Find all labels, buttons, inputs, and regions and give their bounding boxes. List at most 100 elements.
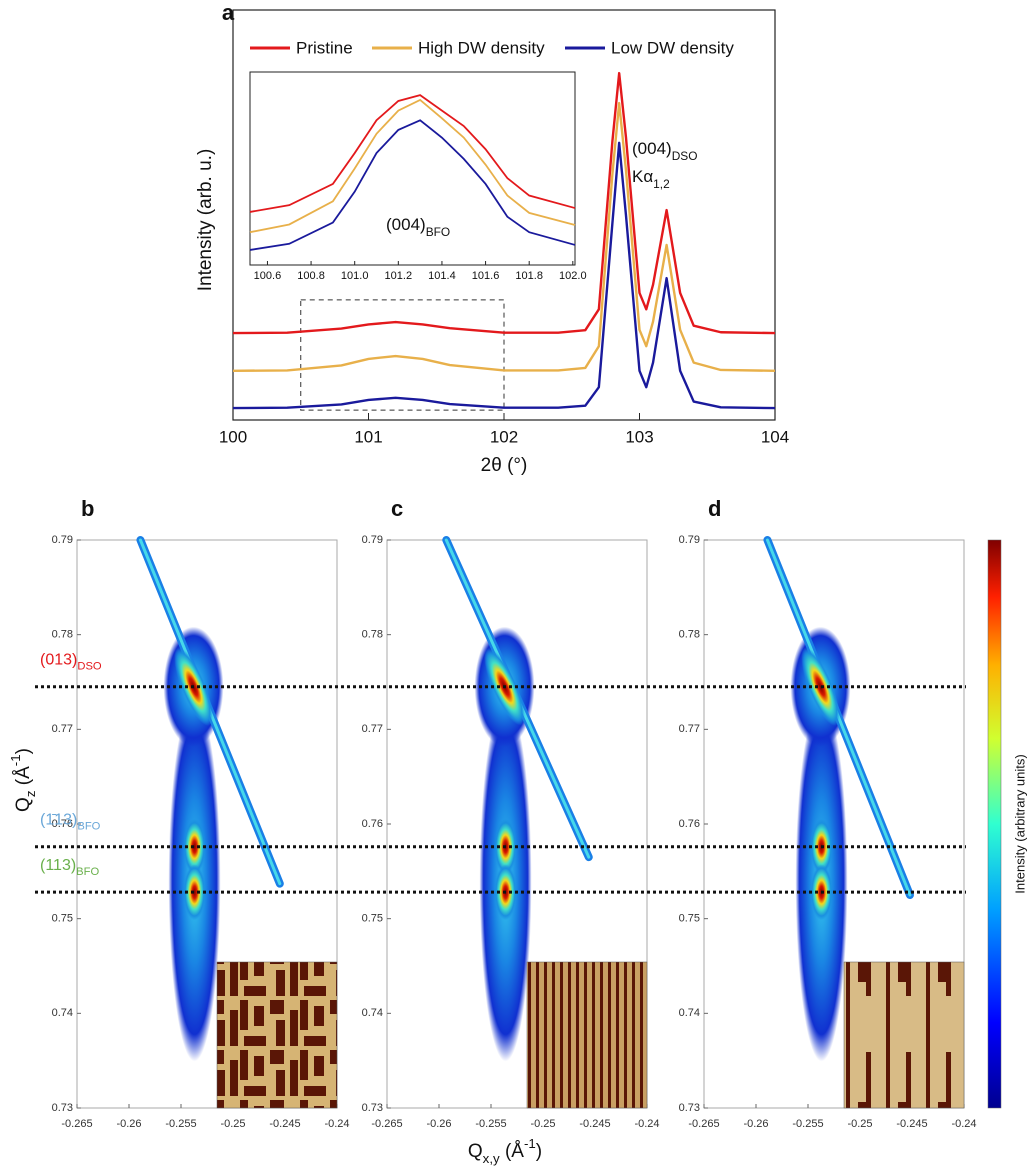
y-axis-label-part: (Å xyxy=(13,766,34,791)
inset-x-tick-label: 100.8 xyxy=(297,270,325,282)
inset-x-tick-label: 101.2 xyxy=(385,270,413,282)
legend-label: Low DW density xyxy=(611,38,734,57)
y-tick-label: 0.74 xyxy=(679,1007,700,1019)
y-axis-label-part: z xyxy=(23,791,38,798)
legend-label: Pristine xyxy=(296,38,353,57)
inset-label-part: (004) xyxy=(386,215,426,234)
x-tick-label: 102 xyxy=(490,427,518,446)
inset-x-tick-label: 101.6 xyxy=(472,270,500,282)
inset-x-tick-label: 101.0 xyxy=(341,270,369,282)
y-tick-label: 0.76 xyxy=(52,818,73,830)
x-tick-label: -0.245 xyxy=(896,1118,927,1130)
x-tick-label: -0.24 xyxy=(634,1118,659,1130)
y-tick-label: 0.79 xyxy=(679,534,700,546)
x-axis-label-part: x,y xyxy=(483,1151,500,1166)
x-axis-label-part: Q xyxy=(468,1141,483,1162)
intensity-peak xyxy=(183,818,206,875)
inset-x-tick-label: 101.8 xyxy=(515,270,543,282)
x-tick-label: -0.26 xyxy=(116,1118,141,1130)
y-tick-label: 0.79 xyxy=(362,534,383,546)
inset-x-tick-label: 101.4 xyxy=(428,270,456,282)
x-tick-label: -0.265 xyxy=(688,1118,719,1130)
y-tick-label: 0.75 xyxy=(52,913,73,925)
reference-label: (113)BFO xyxy=(40,857,99,878)
inset-line xyxy=(249,119,576,251)
afm-inset xyxy=(216,961,338,1109)
y-tick-label: 0.73 xyxy=(679,1102,700,1114)
y-axis-label: Intensity (arb. u.) xyxy=(195,149,216,292)
zoom-box xyxy=(300,299,505,411)
peak-annotation: Kα1,2 xyxy=(632,167,670,191)
x-axis-label: Qx,y (Å-1) xyxy=(468,1136,542,1166)
x-axis-label-part: (Å xyxy=(500,1141,525,1162)
x-axis-label-part: -1 xyxy=(524,1136,536,1151)
panel-letter: b xyxy=(81,496,94,521)
peak-annotation-part: Kα xyxy=(632,167,653,186)
y-tick-label: 0.78 xyxy=(362,629,383,641)
y-tick-label: 0.77 xyxy=(362,723,383,735)
y-axis-label: Qz (Å-1) xyxy=(8,748,38,812)
x-tick-label: -0.25 xyxy=(530,1118,555,1130)
y-axis-label-part: -1 xyxy=(8,754,23,766)
reference-label-part: (113) xyxy=(40,857,76,874)
data-line xyxy=(232,101,776,372)
x-tick-label: 100 xyxy=(219,427,247,446)
peak-annotation-part: (004) xyxy=(632,139,672,158)
reference-label-part: BFO xyxy=(76,866,99,878)
y-axis-label-part: Q xyxy=(13,797,34,812)
y-axis-label-part: ) xyxy=(13,748,34,754)
x-tick-label: -0.265 xyxy=(61,1118,92,1130)
x-tick-label: 101 xyxy=(354,427,382,446)
x-tick-label: -0.26 xyxy=(426,1118,451,1130)
panel-letter: c xyxy=(391,496,403,521)
x-tick-label: -0.245 xyxy=(579,1118,610,1130)
y-tick-label: 0.74 xyxy=(52,1007,73,1019)
peak-annotation-part: DSO xyxy=(672,149,698,163)
x-tick-label: -0.245 xyxy=(269,1118,300,1130)
y-tick-label: 0.74 xyxy=(362,1007,383,1019)
panel-letter: a xyxy=(222,0,235,25)
afm-inset xyxy=(526,961,648,1109)
y-tick-label: 0.77 xyxy=(52,723,73,735)
legend-label: High DW density xyxy=(418,38,545,57)
reference-label-part: (013) xyxy=(40,652,77,669)
reference-label-part: (1̄13) xyxy=(40,812,77,829)
x-tick-label: 103 xyxy=(625,427,653,446)
data-line xyxy=(232,71,776,335)
x-tick-label: 104 xyxy=(761,427,789,446)
x-tick-label: -0.25 xyxy=(220,1118,245,1130)
peak-annotation: (004)DSO xyxy=(632,139,697,163)
y-tick-label: 0.76 xyxy=(679,818,700,830)
x-tick-label: -0.25 xyxy=(847,1118,872,1130)
y-tick-label: 0.78 xyxy=(679,629,700,641)
x-tick-label: -0.255 xyxy=(475,1118,506,1130)
inset-line xyxy=(249,98,576,234)
y-tick-label: 0.73 xyxy=(362,1102,383,1114)
panel-letter: d xyxy=(708,496,721,521)
inset-x-tick-label: 100.6 xyxy=(254,270,282,282)
data-line xyxy=(232,141,776,410)
y-tick-label: 0.75 xyxy=(362,913,383,925)
reference-label: (1̄13)BFO xyxy=(40,812,101,833)
x-tick-label: -0.24 xyxy=(324,1118,349,1130)
inset-label-part: BFO xyxy=(426,225,450,239)
inset-line xyxy=(249,94,576,213)
intensity-peak xyxy=(801,647,840,726)
peak-annotation-part: 1,2 xyxy=(653,177,670,191)
y-tick-label: 0.78 xyxy=(52,629,73,641)
x-axis-label-part: ) xyxy=(536,1141,542,1162)
y-tick-label: 0.77 xyxy=(679,723,700,735)
x-tick-label: -0.255 xyxy=(165,1118,196,1130)
x-tick-label: -0.265 xyxy=(371,1118,402,1130)
inset-frame xyxy=(249,71,576,266)
reference-label-part: DSO xyxy=(77,661,102,673)
afm-inset xyxy=(843,961,965,1109)
inset-x-tick-label: 102.0 xyxy=(559,270,587,282)
x-tick-label: -0.24 xyxy=(951,1118,976,1130)
y-tick-label: 0.76 xyxy=(362,818,383,830)
inset-label: (004)BFO xyxy=(386,215,450,239)
intensity-peak xyxy=(183,864,206,921)
colorbar xyxy=(987,539,1002,1109)
